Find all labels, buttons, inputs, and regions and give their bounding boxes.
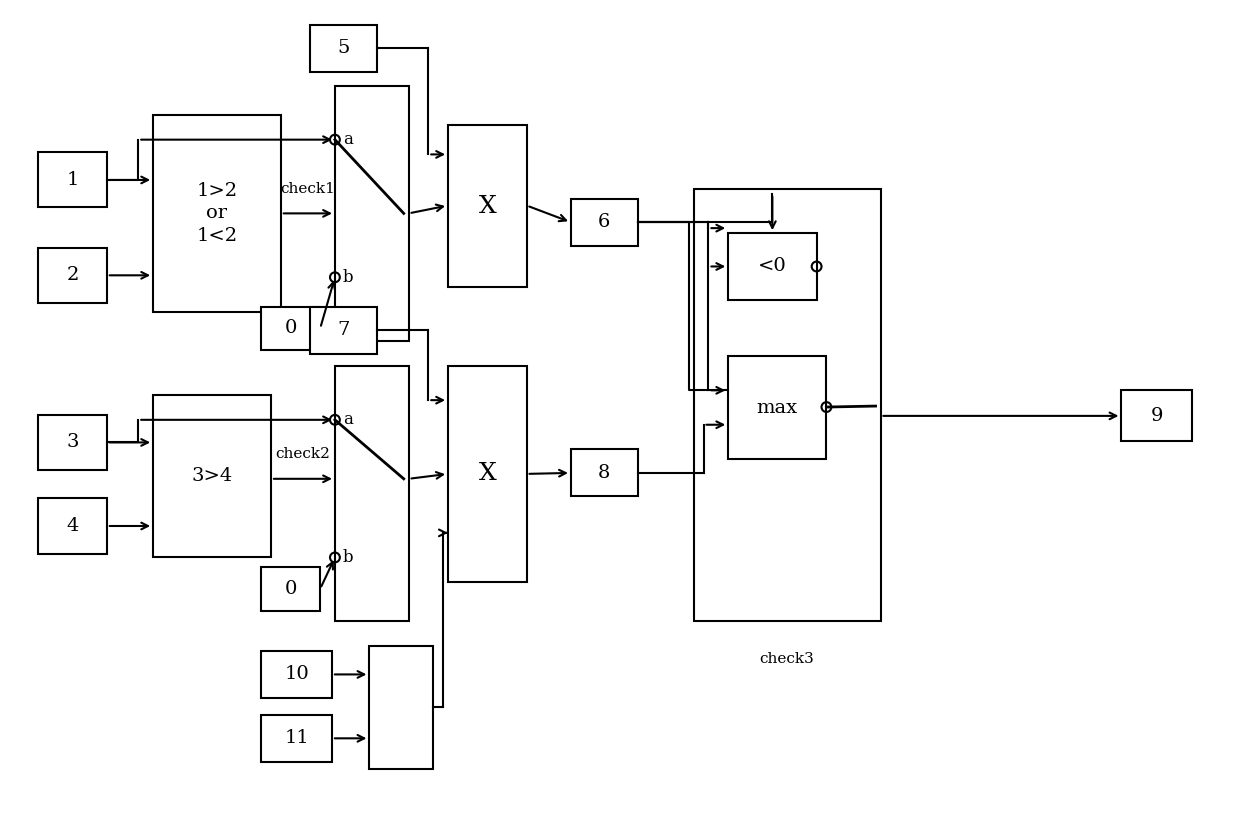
Text: 8: 8 [598,464,610,482]
Text: max: max [756,399,797,417]
Text: 9: 9 [1151,407,1163,425]
Bar [38,248,107,303]
Bar [153,115,280,312]
Text: 1>2
or
1<2: 1>2 or 1<2 [196,182,238,245]
Text: <0: <0 [758,257,786,275]
Text: b: b [342,269,353,286]
Bar [693,189,880,622]
Bar [262,568,320,610]
Bar [1121,391,1192,441]
Text: 4: 4 [66,517,78,535]
Text: 3: 3 [66,433,78,451]
Text: 0: 0 [284,319,296,337]
Bar [335,86,409,342]
Bar [38,152,107,207]
Bar [570,199,637,246]
Bar [262,715,332,762]
Text: 1: 1 [66,171,78,189]
Bar [262,307,320,350]
Text: a: a [342,411,352,428]
Text: 5: 5 [337,39,350,57]
Text: X: X [479,194,496,218]
Bar [38,415,107,470]
Text: check1: check1 [280,182,335,196]
Bar [262,651,332,698]
Bar [310,307,377,354]
Bar [728,233,817,300]
Text: 7: 7 [337,321,350,339]
Bar [370,646,433,769]
Bar [448,125,527,287]
Text: 10: 10 [284,665,309,683]
Text: check2: check2 [275,447,330,461]
Text: X: X [479,463,496,486]
Bar [570,450,637,496]
Text: check3: check3 [760,652,815,666]
Text: a: a [342,131,352,148]
Bar [153,396,272,558]
Text: 3>4: 3>4 [191,468,233,486]
Bar [335,366,409,622]
Text: b: b [342,549,353,566]
Bar [448,366,527,582]
Text: 0: 0 [284,580,296,598]
Bar [38,499,107,554]
Text: 11: 11 [284,730,309,747]
Text: 6: 6 [598,213,610,231]
Bar [310,25,377,72]
Bar [728,356,826,459]
Text: 2: 2 [66,266,78,284]
